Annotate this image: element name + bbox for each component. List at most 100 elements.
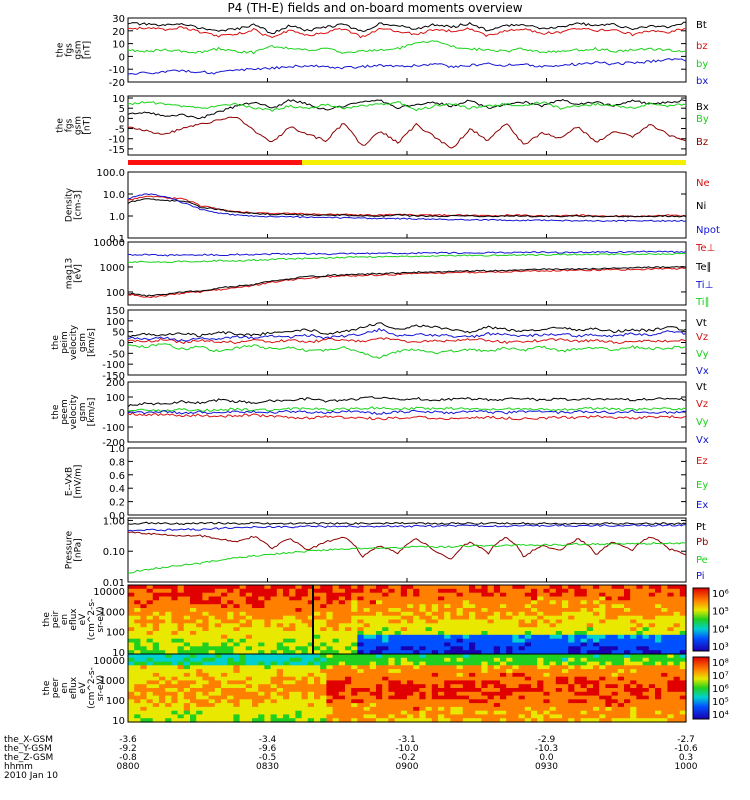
heatmap-cell (580, 623, 588, 628)
heatmap-cell (655, 608, 662, 613)
heatmap-cell (611, 604, 619, 609)
heatmap-cell (568, 600, 575, 605)
heatmap-cell (357, 665, 365, 670)
heatmap-cell (450, 638, 458, 644)
heatmap-cell (431, 592, 439, 598)
heatmap-cell (512, 680, 520, 685)
heatmap-cell (394, 627, 402, 632)
heatmap-cell (264, 623, 272, 628)
heatmap-cell (537, 680, 544, 685)
heatmap-cell (295, 615, 303, 621)
heatmap-cell (159, 661, 166, 666)
heatmap-cell (214, 688, 222, 693)
heatmap-cell (617, 706, 625, 712)
heatmap-cell (400, 646, 408, 651)
heatmap-cell (264, 657, 272, 663)
heatmap-cell (245, 691, 253, 697)
heatmap-cell (326, 619, 334, 624)
heatmap-cell (190, 654, 197, 659)
heatmap-cell (320, 646, 327, 651)
heatmap-cell (518, 588, 526, 594)
heatmap-cell (258, 600, 265, 605)
heatmap-cell (357, 634, 365, 640)
heatmap-cell (506, 646, 513, 651)
heatmap-cell (369, 706, 377, 712)
heatmap-cell (394, 680, 402, 685)
heatmap-cell (351, 714, 358, 719)
heatmap-cell (413, 669, 420, 674)
heatmap-cell (543, 710, 551, 716)
heatmap-cell (382, 642, 389, 647)
heatmap-cell (562, 623, 569, 628)
heatmap-cell (245, 654, 253, 659)
heatmap-cell (376, 654, 383, 659)
heatmap-cell (555, 646, 563, 651)
heatmap-cell (289, 627, 296, 632)
heatmap-cell (593, 706, 600, 712)
heatmap-cell (407, 654, 414, 659)
legend-entry: Ey (696, 480, 708, 491)
heatmap-cell (512, 585, 520, 590)
heatmap-cell (599, 619, 606, 624)
heatmap-cell (159, 608, 166, 613)
heatmap-cell (245, 684, 253, 689)
heatmap-cell (617, 665, 625, 670)
heatmap-cell (245, 661, 253, 666)
y-axis-label: the (56, 118, 66, 133)
heatmap-cell (171, 642, 179, 647)
heatmap-cell (214, 714, 222, 719)
y-axis-label: fgs (65, 43, 75, 57)
heatmap-cell (196, 650, 203, 655)
y-axis-label: the (51, 335, 61, 350)
heatmap-cell (233, 676, 241, 682)
heatmap-cell (630, 631, 637, 636)
heatmap-cell (351, 718, 358, 723)
heatmap-cell (301, 638, 309, 644)
heatmap-cell (289, 714, 296, 719)
heatmap-cell (295, 623, 303, 628)
heatmap-cell (481, 623, 489, 628)
heatmap-cell (146, 623, 154, 628)
heatmap-cell (679, 688, 687, 693)
heatmap-cell (648, 646, 656, 651)
heatmap-cell (425, 611, 433, 617)
heatmap-cell (462, 650, 470, 655)
heatmap-cell (208, 691, 216, 697)
heatmap-cell (165, 634, 172, 640)
heatmap-cell (481, 695, 489, 700)
heatmap-cell (617, 676, 625, 682)
heatmap-cell (376, 688, 383, 693)
heatmap-cell (648, 669, 656, 674)
heatmap-cell (183, 619, 191, 624)
heatmap-cell (152, 657, 160, 663)
heatmap-cell (537, 592, 544, 598)
heatmap-cell (394, 718, 402, 723)
heatmap-cell (679, 691, 687, 697)
heatmap-cell (543, 669, 551, 674)
heatmap-cell (407, 634, 414, 640)
heatmap-cell (580, 695, 588, 700)
heatmap-cell (469, 680, 476, 685)
heatmap-cell (295, 680, 303, 685)
heatmap-cell (357, 592, 365, 598)
heatmap-cell (258, 657, 265, 663)
heatmap-cell (599, 654, 606, 659)
heatmap-cell (642, 714, 650, 719)
y-tick-label: 30 (112, 14, 125, 25)
heatmap-cell (593, 657, 600, 663)
heatmap-cell (648, 650, 656, 655)
heatmap-cell (462, 588, 470, 594)
heatmap-cell (524, 691, 532, 697)
heatmap-cell (146, 688, 154, 693)
y-tick-label: 0.01 (103, 578, 125, 589)
heatmap-cell (549, 600, 557, 605)
heatmap-cell (233, 608, 241, 613)
heatmap-cell (543, 638, 551, 644)
heatmap-cell (258, 680, 265, 685)
heatmap-cell (617, 672, 625, 678)
heatmap-cell (617, 699, 625, 704)
heatmap-cell (128, 611, 135, 617)
heatmap-cell (190, 585, 197, 590)
heatmap-cell (314, 684, 321, 689)
heatmap-cell (555, 600, 563, 605)
